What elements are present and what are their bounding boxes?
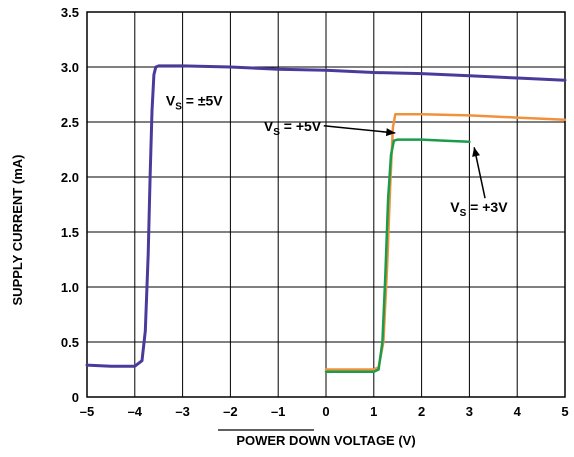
- series-annotation: VS = +5V: [264, 118, 322, 138]
- x-axis-label: POWER DOWN VOLTAGE (V): [236, 433, 415, 448]
- series-line: [324, 138, 471, 373]
- annotation-prefix: V: [264, 118, 274, 134]
- y-tick-label: 2.5: [61, 115, 79, 130]
- y-tick-label: 1.0: [61, 280, 79, 295]
- y-axis-label: SUPPLY CURRENT (mA): [10, 155, 25, 306]
- x-tick-label: –2: [223, 404, 237, 419]
- x-ticks: –5 –4 –3 –2 –1 0 1 2 3 4 5: [80, 404, 569, 419]
- annotation-text: = ±5V: [182, 93, 223, 109]
- series-lines: [85, 64, 567, 373]
- x-tick-label: 4: [514, 404, 522, 419]
- annotation-arrowhead: [472, 147, 480, 157]
- series-annotation: VS = +3V: [450, 199, 508, 219]
- y-tick-label: 3.5: [61, 5, 79, 20]
- y-tick-label: 1.5: [61, 225, 79, 240]
- annotation-subscript: S: [175, 102, 182, 113]
- x-tick-label: –5: [80, 404, 94, 419]
- annotation-prefix: V: [450, 199, 460, 215]
- x-tick-label: –4: [128, 404, 143, 419]
- x-tick-label: 0: [322, 404, 329, 419]
- y-tick-label: 0: [72, 390, 79, 405]
- y-tick-label: 2.0: [61, 170, 79, 185]
- x-tick-label: –3: [175, 404, 189, 419]
- y-ticks: 0 0.5 1.0 1.5 2.0 2.5 3.0 3.5: [61, 5, 79, 405]
- y-tick-label: 3.0: [61, 60, 79, 75]
- x-tick-label: 1: [370, 404, 377, 419]
- series-line: [85, 64, 567, 368]
- x-tick-label: 3: [466, 404, 473, 419]
- x-tick-label: 5: [561, 404, 568, 419]
- series-annotation: VS = ±5V: [166, 93, 223, 113]
- y-tick-label: 0.5: [61, 335, 79, 350]
- annotation-subscript: S: [273, 127, 280, 138]
- plot-frame: [86, 11, 566, 398]
- annotation-arrowhead: [385, 128, 396, 137]
- series-line: [324, 113, 567, 371]
- x-tick-label: 2: [418, 404, 425, 419]
- annotation-text: = +3V: [466, 199, 508, 215]
- x-tick-label: –1: [271, 404, 285, 419]
- annotation-prefix: V: [166, 93, 176, 109]
- annotation-text: = +5V: [280, 118, 322, 134]
- annotation-subscript: S: [460, 208, 467, 219]
- annotation-arrow: [323, 125, 396, 134]
